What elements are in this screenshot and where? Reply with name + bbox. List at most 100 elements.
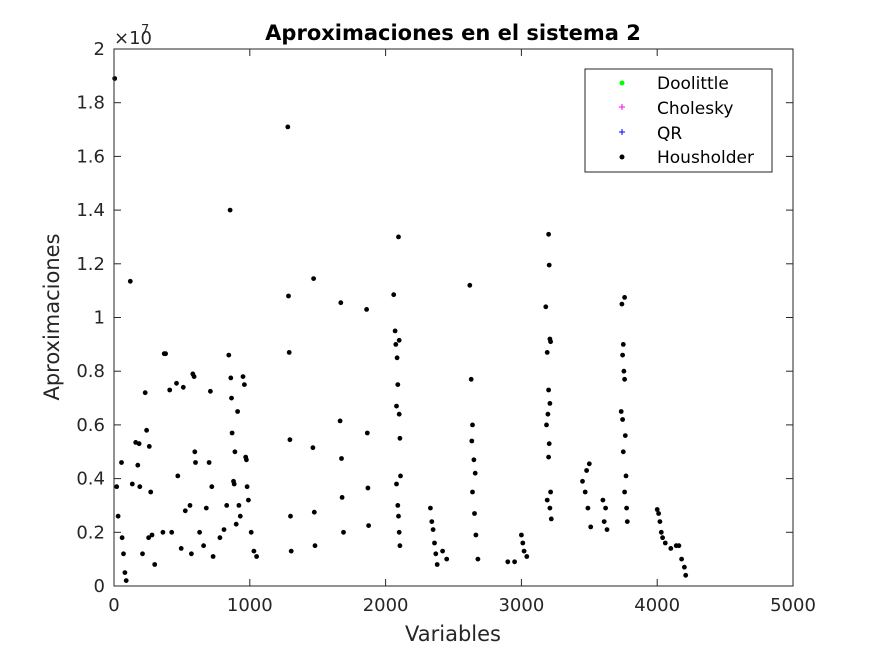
data-point xyxy=(244,457,249,463)
y-axis-label: Aproximaciones xyxy=(40,233,64,400)
data-point xyxy=(242,382,247,387)
y-tick-label: 1.6 xyxy=(76,146,105,167)
data-point xyxy=(142,390,148,396)
legend-label-cholesky: Cholesky xyxy=(657,99,733,119)
data-point xyxy=(547,505,553,511)
data-point xyxy=(114,484,120,490)
y-tick-label: 2 xyxy=(94,39,105,60)
data-point xyxy=(203,505,209,511)
data-point xyxy=(620,342,626,347)
data-point xyxy=(434,562,440,567)
data-point xyxy=(546,454,551,460)
data-point xyxy=(512,559,517,565)
data-point xyxy=(473,532,479,538)
data-point xyxy=(189,551,194,557)
data-point xyxy=(544,422,549,428)
data-point xyxy=(160,529,166,535)
data-point xyxy=(146,444,152,449)
data-point xyxy=(341,529,346,535)
x-axis-label: Variables xyxy=(405,622,501,646)
data-point xyxy=(603,505,608,511)
data-point xyxy=(209,484,215,490)
data-point xyxy=(548,516,554,522)
data-point xyxy=(254,554,259,559)
legend-label-doolittle: Doolittle xyxy=(657,74,729,94)
data-point xyxy=(129,481,135,487)
data-point xyxy=(227,207,233,213)
data-point xyxy=(122,570,128,575)
data-point xyxy=(136,441,142,447)
data-point xyxy=(394,403,399,409)
data-point xyxy=(228,375,234,381)
data-point xyxy=(192,449,198,455)
data-point xyxy=(175,473,181,479)
x-tick-label: 1000 xyxy=(227,595,273,616)
data-point xyxy=(620,417,625,422)
data-point xyxy=(622,489,627,495)
data-point xyxy=(679,556,684,562)
data-point xyxy=(208,388,213,394)
data-point xyxy=(210,554,216,559)
data-point xyxy=(668,546,674,551)
data-point xyxy=(206,460,212,465)
data-point xyxy=(235,409,241,414)
data-point xyxy=(620,449,626,455)
data-point xyxy=(519,532,524,538)
data-point xyxy=(140,551,145,557)
data-point xyxy=(119,460,124,465)
data-point xyxy=(169,529,175,535)
data-point xyxy=(121,551,126,557)
data-point xyxy=(224,503,230,508)
y-tick-label: 1.8 xyxy=(76,93,105,114)
data-point xyxy=(546,231,551,237)
data-point xyxy=(229,430,235,436)
data-point xyxy=(366,523,371,528)
x-tick-label: 5000 xyxy=(770,595,816,616)
data-point xyxy=(654,507,660,512)
data-point xyxy=(396,529,402,535)
data-point xyxy=(123,578,129,583)
data-point xyxy=(658,529,664,535)
data-point xyxy=(600,497,606,503)
data-point xyxy=(248,529,254,535)
data-point xyxy=(365,485,371,491)
y-tick-label: 0.4 xyxy=(76,469,105,490)
data-point xyxy=(428,505,433,511)
data-point xyxy=(656,511,661,516)
legend-marker-housholder xyxy=(619,154,625,160)
data-point xyxy=(191,374,197,379)
legend-marker-cholesky xyxy=(619,104,625,110)
data-point xyxy=(244,484,250,490)
data-point xyxy=(470,422,475,428)
data-point xyxy=(545,411,551,417)
y-tick-label: 1 xyxy=(94,308,105,329)
y-tick-label: 0.8 xyxy=(76,361,105,382)
legend: Doolittle Cholesky QR Housholder xyxy=(584,68,773,173)
legend-box xyxy=(584,68,773,173)
data-point xyxy=(174,380,179,386)
data-point xyxy=(193,460,198,465)
data-point xyxy=(601,519,607,524)
data-point xyxy=(622,433,628,438)
y-exponent-base: ×10 xyxy=(114,28,152,49)
data-point xyxy=(152,562,158,567)
data-point xyxy=(622,295,627,300)
data-point xyxy=(148,489,154,495)
data-point xyxy=(471,457,477,463)
data-point xyxy=(146,535,152,541)
data-point xyxy=(624,519,630,524)
data-point xyxy=(548,339,553,345)
data-point xyxy=(620,352,625,358)
data-point xyxy=(286,350,292,355)
y-tick-label: 1.4 xyxy=(76,200,105,221)
data-point xyxy=(398,473,403,479)
data-point xyxy=(604,527,610,532)
data-point xyxy=(621,368,627,374)
data-point xyxy=(582,489,588,495)
data-point xyxy=(470,489,475,495)
data-point xyxy=(233,521,239,527)
data-point xyxy=(682,564,687,570)
data-point xyxy=(548,489,553,495)
